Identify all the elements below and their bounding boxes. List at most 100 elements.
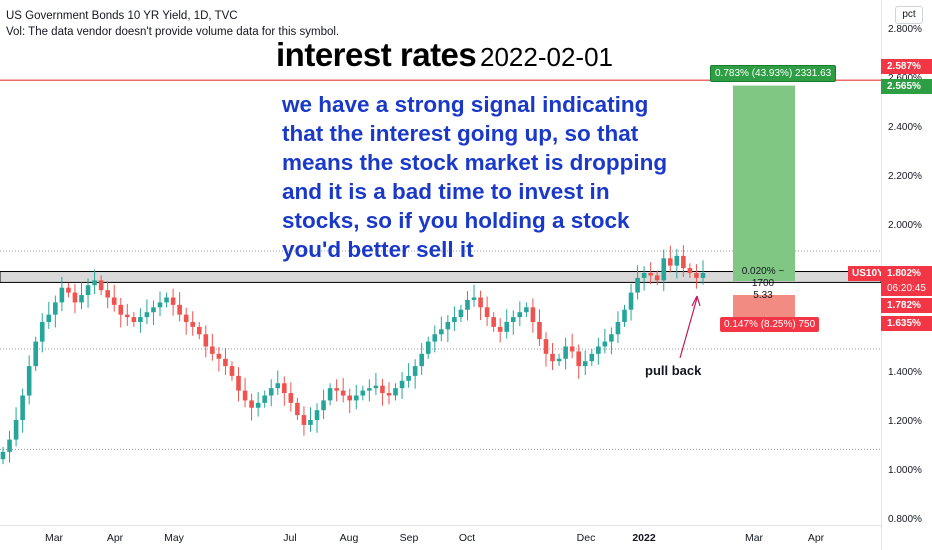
candle-body	[517, 312, 523, 318]
candle-body	[59, 287, 65, 303]
candle-body	[681, 255, 686, 269]
percent-scale-button[interactable]: pct	[895, 6, 923, 24]
candle-body	[609, 334, 614, 342]
price-tag-target: 2.565%	[881, 79, 932, 94]
candle-body	[497, 326, 503, 332]
candle-body	[589, 353, 595, 362]
candle-body	[628, 292, 634, 310]
candle-body	[452, 317, 457, 322]
candle-body	[667, 258, 673, 266]
candle-body	[46, 314, 52, 322]
volume-note: Vol: The data vendor doesn't provide vol…	[6, 26, 340, 38]
candle-body	[262, 395, 267, 403]
candle-body	[576, 351, 582, 367]
target-label[interactable]: 0.783% (43.93%) 2331.63	[710, 65, 837, 82]
candle-body	[445, 322, 451, 330]
candle-body	[301, 415, 307, 425]
position-ratio: 0.020% ~ 1700	[741, 266, 785, 289]
candle-body	[425, 341, 431, 354]
y-tick-label: 0.800%	[888, 514, 922, 525]
candle-body	[550, 353, 555, 362]
note-line: that the interest going up, so that	[282, 121, 639, 146]
annotation-date[interactable]: 2022-02-01	[480, 42, 613, 72]
candle-body	[504, 322, 510, 332]
candle-body	[288, 393, 294, 403]
candle-body	[615, 322, 621, 335]
candle-body	[210, 346, 215, 354]
x-tick-label: Sep	[400, 532, 419, 544]
candle-body	[20, 395, 25, 420]
candle-body	[510, 317, 516, 322]
candle-body	[524, 307, 529, 313]
candle-body	[236, 375, 241, 391]
position-rr: 5.33	[753, 290, 773, 301]
candle-body	[530, 307, 536, 322]
candle-body	[79, 295, 84, 303]
price-tag-countdown: 06:20:45	[881, 281, 932, 296]
candle-body	[340, 390, 346, 396]
candle-body	[360, 390, 366, 396]
candle-body	[151, 307, 156, 313]
stop-label[interactable]: 0.147% (8.25%) 750	[720, 317, 820, 332]
candle-body	[177, 304, 182, 315]
candle-body	[556, 358, 562, 362]
candle-body	[654, 275, 660, 281]
annotation-note[interactable]: we have a strong signal indicating that …	[282, 90, 702, 264]
candle-body	[282, 383, 287, 394]
candle-body	[157, 302, 163, 308]
y-tick-label: 2.800%	[888, 24, 922, 35]
symbol-title: US Government Bonds 10 YR Yield, 1D, TVC	[6, 10, 238, 22]
target-zone	[733, 85, 795, 281]
price-tag-last: 1.802%	[881, 266, 932, 281]
candle-body	[138, 317, 143, 322]
candle-body	[393, 388, 398, 396]
candle-body	[406, 375, 411, 381]
candle-body	[92, 280, 97, 286]
candle-body	[229, 366, 235, 376]
candle-body	[478, 297, 483, 308]
y-tick-label: 2.200%	[888, 171, 922, 182]
candle-body	[66, 287, 71, 293]
candle-body	[596, 346, 601, 354]
candle-body	[295, 402, 300, 416]
stop-zone	[733, 295, 795, 318]
pull-back-label[interactable]: pull back	[645, 363, 702, 378]
candle-body	[223, 358, 228, 367]
candle-body	[635, 277, 640, 293]
candle-body	[164, 297, 169, 303]
candle-body	[334, 388, 339, 391]
note-line: and it is a bad time to invest in	[282, 179, 610, 204]
x-tick-label: Mar	[745, 532, 764, 544]
candle-body	[196, 326, 202, 335]
candle-body	[367, 388, 372, 391]
candle-body	[373, 385, 379, 389]
candle-body	[641, 273, 647, 278]
candle-body	[327, 388, 333, 401]
candle-body	[648, 273, 653, 276]
candle-body	[687, 268, 693, 273]
x-tick-label: Oct	[459, 532, 475, 544]
candle-body	[203, 334, 209, 347]
y-tick-label: 1.200%	[888, 416, 922, 427]
note-line: you'd better sell it	[282, 237, 474, 262]
x-tick-label: 2022	[632, 532, 656, 544]
annotation-title[interactable]: interest rates	[276, 36, 477, 73]
candle-body	[439, 329, 444, 335]
candle-body	[419, 353, 424, 367]
note-line: means the stock market is dropping	[282, 150, 668, 175]
candle-body	[0, 451, 6, 460]
candle-body	[216, 353, 222, 359]
candle-body	[700, 273, 706, 278]
candle-body	[39, 322, 45, 342]
x-tick-label: Aug	[340, 532, 359, 544]
candle-body	[386, 393, 392, 396]
y-tick-label: 2.600%	[888, 73, 922, 84]
candle-body	[53, 302, 58, 315]
candle-body	[275, 383, 281, 389]
candle-body	[111, 297, 117, 305]
x-tick-label: Mar	[45, 532, 64, 544]
candle-body	[458, 309, 464, 318]
candle-body	[7, 439, 12, 452]
candle-body	[118, 304, 124, 315]
